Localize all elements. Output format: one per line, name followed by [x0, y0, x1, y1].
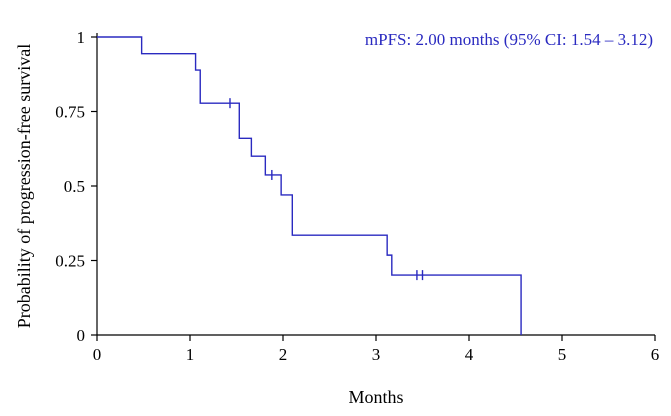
y-tick-label: 0.75	[55, 103, 85, 122]
x-tick-label: 3	[372, 345, 381, 364]
x-axis-title: Months	[348, 387, 403, 407]
y-tick-label: 0	[77, 326, 86, 345]
x-tick-label: 4	[465, 345, 474, 364]
x-tick-label: 0	[93, 345, 102, 364]
x-tick-label: 5	[558, 345, 567, 364]
tick-group: 0 1 2 3 4 5 6 0 0.25 0.5 0.75 1	[55, 28, 659, 364]
y-tick-label: 0.25	[55, 252, 85, 271]
axes	[96, 33, 655, 336]
x-tick-label: 2	[279, 345, 288, 364]
y-tick-label: 1	[77, 28, 86, 47]
x-tick-label: 6	[651, 345, 660, 364]
y-tick-label: 0.5	[64, 177, 85, 196]
survival-curve-group	[97, 36, 522, 335]
median-pfs-annotation: mPFS: 2.00 months (95% CI: 1.54 – 3.12)	[365, 30, 653, 49]
x-tick-label: 1	[186, 345, 195, 364]
y-axis-title: Probability of progression-free survival	[14, 44, 34, 328]
survival-step-line	[97, 36, 522, 335]
